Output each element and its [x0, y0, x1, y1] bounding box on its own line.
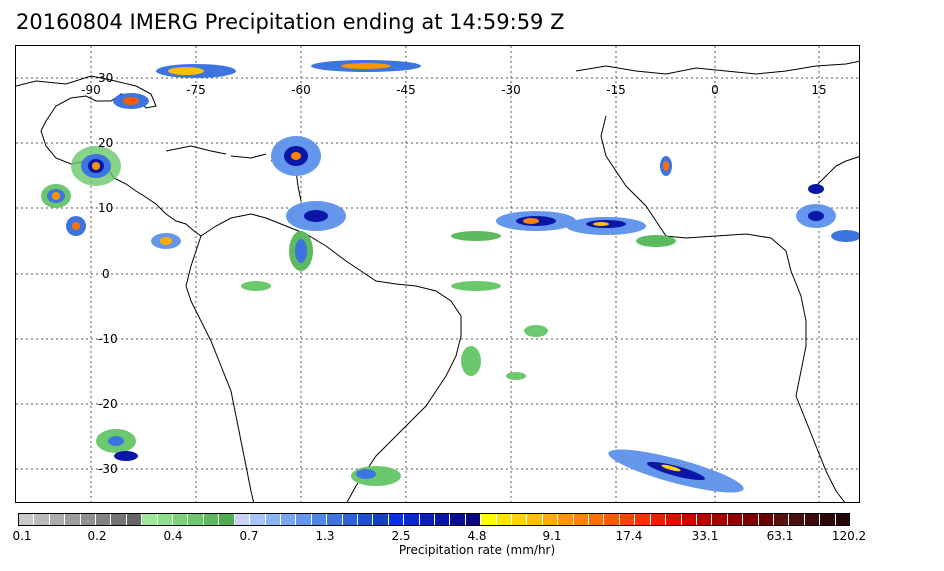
- colorbar-segment: [495, 513, 512, 526]
- colorbar-segment: [772, 513, 789, 526]
- colorbar-segment: [788, 513, 805, 526]
- colorbar-segment: [526, 513, 543, 526]
- colorbar-tick: 4.8: [467, 529, 487, 543]
- lon-label: -75: [186, 83, 206, 97]
- colorbar-label: Precipitation rate (mm/hr): [398, 543, 556, 557]
- colorbar-segment: [341, 513, 358, 526]
- lon-label: 0: [711, 83, 719, 97]
- colorbar-segment: [372, 513, 389, 526]
- colorbar-segment: [110, 513, 127, 526]
- colorbar-segment: [603, 513, 620, 526]
- lon-label: -90: [81, 83, 101, 97]
- colorbar-segment: [95, 513, 111, 526]
- lon-label: -15: [606, 83, 626, 97]
- colorbar-segment: [464, 513, 481, 526]
- colorbar-segment: [819, 513, 836, 526]
- colorbar-segment: [18, 513, 34, 526]
- colorbar-segment: [172, 513, 188, 526]
- lat-label: 0: [102, 267, 110, 281]
- lat-label: 10: [98, 201, 113, 215]
- colorbar-tick: 0.2: [87, 529, 107, 543]
- lon-label: 15: [811, 83, 826, 97]
- colorbar-segment: [279, 513, 296, 526]
- colorbar-tick: 0.4: [163, 529, 183, 543]
- colorbar-segment: [310, 513, 327, 526]
- colorbar-segment: [557, 513, 574, 526]
- colorbar-tick: 0.7: [239, 529, 259, 543]
- colorbar-segment: [33, 513, 50, 526]
- precipitation-map: -90 -75 -60 -45 -30 -15 0 15 30 20 10 0 …: [15, 45, 860, 503]
- colorbar-segment: [202, 513, 219, 526]
- colorbar-segment: [187, 513, 204, 526]
- colorbar-segment: [449, 513, 466, 526]
- lon-label: -45: [396, 83, 416, 97]
- precipitation-field: [41, 60, 859, 493]
- colorbar-segment: [649, 513, 666, 526]
- lat-label: 30: [98, 71, 113, 85]
- colorbar-segment: [680, 513, 697, 526]
- colorbar-segment: [79, 513, 96, 526]
- colorbar-segment: [326, 513, 343, 526]
- colorbar-segment: [757, 513, 774, 526]
- lat-label: 20: [98, 136, 113, 150]
- lon-label: -30: [501, 83, 521, 97]
- colorbar-segment: [48, 513, 65, 526]
- map-canvas: -90 -75 -60 -45 -30 -15 0 15 30 20 10 0 …: [16, 46, 859, 502]
- colorbar-segment: [742, 513, 759, 526]
- colorbar-tick: 63.1: [766, 529, 794, 543]
- colorbar-segment: [695, 513, 712, 526]
- colorbar-segment: [665, 513, 682, 526]
- colorbar-segment: [511, 513, 527, 526]
- lat-label: -10: [98, 332, 118, 346]
- lat-label: -20: [98, 397, 118, 411]
- colorbar-tick: 9.1: [542, 529, 562, 543]
- colorbar-tick: 33.1: [691, 529, 719, 543]
- colorbar: [18, 513, 851, 526]
- colorbar-segment: [233, 513, 250, 526]
- colorbar-segment: [726, 513, 743, 526]
- colorbar-segment: [803, 513, 820, 526]
- colorbar-segment: [834, 513, 851, 526]
- colorbar-segment: [634, 513, 651, 526]
- gridlines: [16, 46, 859, 502]
- colorbar-segment: [295, 513, 312, 526]
- colorbar-segment: [387, 513, 404, 526]
- colorbar-tick: 17.4: [615, 529, 643, 543]
- colorbar-segment: [264, 513, 281, 526]
- colorbar-segment: [480, 513, 497, 526]
- colorbar-segment: [434, 513, 450, 526]
- colorbar-segment: [618, 513, 635, 526]
- colorbar-segment: [64, 513, 81, 526]
- coastlines: [16, 60, 859, 502]
- colorbar-segment: [218, 513, 235, 526]
- colorbar-segment: [418, 513, 435, 526]
- colorbar-segment: [156, 513, 173, 526]
- colorbar-segment: [249, 513, 266, 526]
- colorbar-segment: [572, 513, 589, 526]
- colorbar-segment: [588, 513, 604, 526]
- colorbar-segment: [356, 513, 373, 526]
- colorbar-tick: 2.5: [391, 529, 411, 543]
- map-title: 20160804 IMERG Precipitation ending at 1…: [16, 10, 565, 34]
- colorbar-segment: [541, 513, 558, 526]
- colorbar-tick: 120.2: [831, 529, 867, 543]
- longitude-labels: -90 -75 -60 -45 -30 -15 0 15: [81, 83, 826, 97]
- latitude-labels: 30 20 10 0 -10 -20 -30: [98, 71, 118, 476]
- lat-label: -30: [98, 462, 118, 476]
- colorbar-tick: 1.3: [315, 529, 335, 543]
- colorbar-segment: [711, 513, 728, 526]
- colorbar-segment: [141, 513, 158, 526]
- colorbar-segment: [125, 513, 142, 526]
- colorbar-segment: [403, 513, 420, 526]
- colorbar-tick: 0.1: [12, 529, 32, 543]
- lon-label: -60: [291, 83, 311, 97]
